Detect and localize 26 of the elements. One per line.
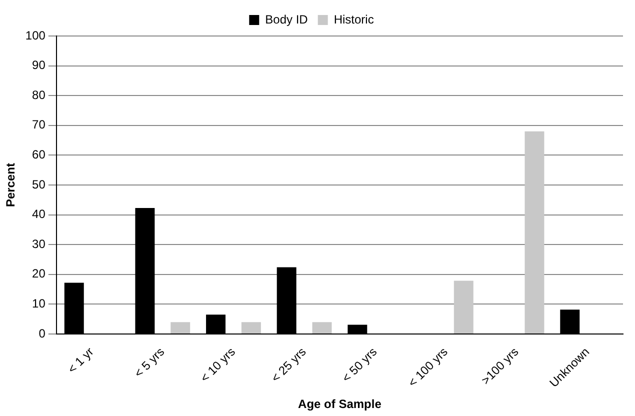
x-tick-label: < 1 yr — [64, 344, 96, 376]
bar — [241, 322, 261, 334]
legend-label: Historic — [334, 12, 374, 26]
y-tick-label: 80 — [32, 88, 46, 102]
bar — [524, 131, 544, 334]
bar — [454, 280, 474, 334]
x-tick-label: < 50 yrs — [339, 344, 380, 386]
x-tick-label: < 10 yrs — [198, 344, 238, 386]
y-tick-label: 0 — [38, 326, 46, 340]
bar — [312, 322, 332, 334]
x-axis-title: Age of Sample — [298, 397, 382, 412]
x-tick-label: < 100 yrs — [405, 344, 450, 390]
y-tick-label: 100 — [25, 28, 46, 42]
y-tick-label: 50 — [32, 177, 46, 192]
y-tick-label: 70 — [32, 118, 46, 132]
x-tick-label: < 25 yrs — [268, 344, 309, 386]
y-tick-label: 30 — [32, 236, 46, 251]
y-tick-label: 20 — [32, 266, 46, 281]
bar — [170, 322, 190, 334]
y-tick-label: 60 — [32, 148, 46, 162]
y-tick-label: 10 — [32, 296, 46, 311]
y-tick-label: 90 — [32, 58, 46, 72]
x-tick-label: < 5 yrs — [132, 344, 168, 380]
legend-label: Body ID — [265, 12, 308, 26]
y-axis-title: Percent — [4, 163, 18, 208]
y-tick-label: 40 — [32, 207, 46, 222]
